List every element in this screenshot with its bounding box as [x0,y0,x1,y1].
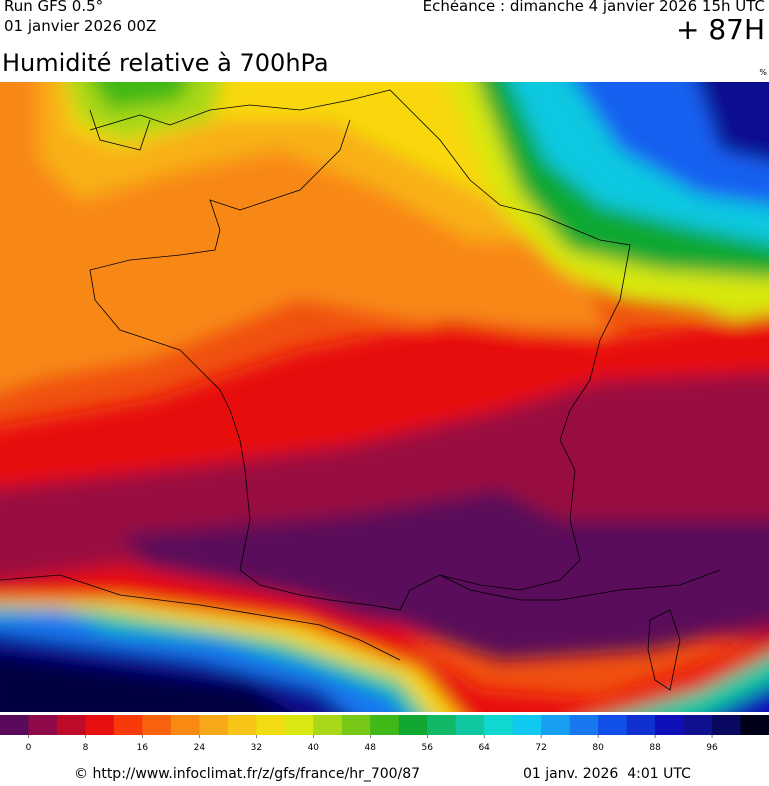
colorbar-swatch [341,715,371,735]
colorbar-swatch [655,715,685,735]
colorbar-tick-label: 0 [26,743,32,753]
unit: % [759,68,767,77]
colorbar-swatch [28,715,58,735]
colorbar-swatch [199,715,229,735]
colorbar-swatch [313,715,343,735]
humidity-field [0,82,769,712]
lead-time: + 87H [675,13,765,46]
colorbar-tick-label: 80 [592,743,604,753]
colorbar-tick-label: 32 [251,743,262,753]
run-date: 01 janvier 2026 00Z [4,17,157,35]
colorbar-swatch [598,715,628,735]
colorbar-swatch [541,715,571,735]
colorbar-tick-label: 8 [83,743,89,753]
colorbar-swatch [0,715,29,735]
colorbar-tick-label: 88 [649,743,661,753]
colorbar-swatch [740,715,769,735]
colorbar-tick-label: 48 [365,743,377,753]
run-label: Run GFS 0.5° [4,0,104,15]
colorbar-swatch [284,715,314,735]
colorbar-swatch [512,715,542,735]
colorbar-swatch [398,715,428,735]
coastlines [0,89,721,691]
source-url: © http://www.infoclimat.fr/z/gfs/france/… [74,766,421,782]
colorbar-swatch [569,715,599,735]
colorbar-tick-label: 96 [706,743,718,753]
colorbar-swatch [227,715,257,735]
colorbar-swatch [170,715,200,735]
colorbar-tick-label: 56 [421,743,433,753]
colorbar-tick-label: 64 [478,743,490,753]
colorbar-tick-label: 16 [137,743,149,753]
colorbar-swatch [113,715,143,735]
colorbar-swatch [455,715,485,735]
colorbar-swatch [683,715,713,735]
colorbar-swatch [712,715,742,735]
colorbar-swatch [56,715,86,735]
colorbar-swatch [142,715,172,735]
colorbar-swatch [427,715,457,735]
colorbar-swatch [484,715,514,735]
colorbar-tick-label: 40 [308,743,320,753]
colorbar-tick-label: 72 [535,743,546,753]
generated-time: 01 janv. 2026 4:01 UTC [523,766,691,782]
map-title: Humidité relative à 700hPa [2,49,329,77]
colorbar-swatch [85,715,115,735]
colorbar-tick-label: 24 [194,743,206,753]
valid-time: Echéance : dimanche 4 janvier 2026 15h U… [422,0,765,15]
colorbar-swatch [626,715,656,735]
colorbar-swatch [256,715,286,735]
colorbar-swatch [370,715,400,735]
